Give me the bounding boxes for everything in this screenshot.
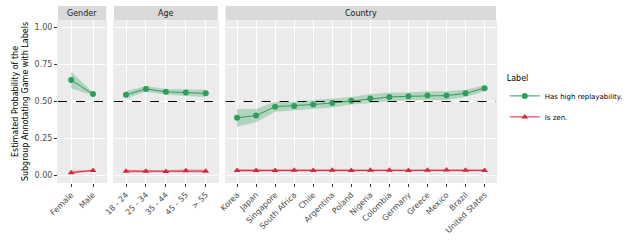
svg-text:Country: Country bbox=[345, 9, 377, 18]
svg-text:Chile: Chile bbox=[297, 190, 318, 211]
svg-text:Estimated Probability of theSu: Estimated Probability of theSubgroup Ann… bbox=[11, 22, 30, 181]
svg-text:Gender: Gender bbox=[67, 9, 97, 18]
svg-text:Brazil: Brazil bbox=[448, 190, 470, 212]
svg-text:Japan: Japan bbox=[237, 190, 260, 213]
svg-text:Female: Female bbox=[49, 190, 76, 217]
svg-text:0.00: 0.00 bbox=[35, 171, 53, 180]
svg-text:45 - 55: 45 - 55 bbox=[164, 190, 190, 216]
svg-text:1.00: 1.00 bbox=[35, 23, 53, 32]
svg-text:Singapore: Singapore bbox=[244, 190, 279, 225]
svg-text:Nigeria: Nigeria bbox=[348, 190, 375, 217]
svg-text:35 - 44: 35 - 44 bbox=[144, 190, 170, 216]
svg-text:Korea: Korea bbox=[219, 190, 241, 212]
svg-text:United States: United States bbox=[444, 190, 489, 235]
svg-text:0.50: 0.50 bbox=[35, 97, 53, 106]
svg-text:Colombia: Colombia bbox=[361, 190, 394, 223]
svg-text:South Africa: South Africa bbox=[258, 190, 299, 231]
svg-text:Is zen.: Is zen. bbox=[545, 114, 568, 122]
svg-text:Greece: Greece bbox=[405, 190, 432, 217]
svg-text:18 - 24: 18 - 24 bbox=[104, 190, 130, 216]
svg-text:Germany: Germany bbox=[380, 190, 413, 223]
svg-text:0.25: 0.25 bbox=[35, 134, 53, 143]
svg-text:25 - 34: 25 - 34 bbox=[124, 190, 150, 216]
svg-text:Mexico: Mexico bbox=[425, 190, 451, 216]
svg-text:Age: Age bbox=[158, 9, 174, 18]
svg-text:Argentina: Argentina bbox=[303, 190, 337, 224]
svg-text:> 55: > 55 bbox=[190, 190, 210, 210]
svg-text:0.75: 0.75 bbox=[35, 60, 53, 69]
svg-text:Label: Label bbox=[507, 74, 529, 83]
svg-text:Poland: Poland bbox=[330, 190, 355, 215]
svg-text:Male: Male bbox=[77, 190, 97, 210]
svg-text:Has high replayability.: Has high replayability. bbox=[545, 93, 622, 101]
